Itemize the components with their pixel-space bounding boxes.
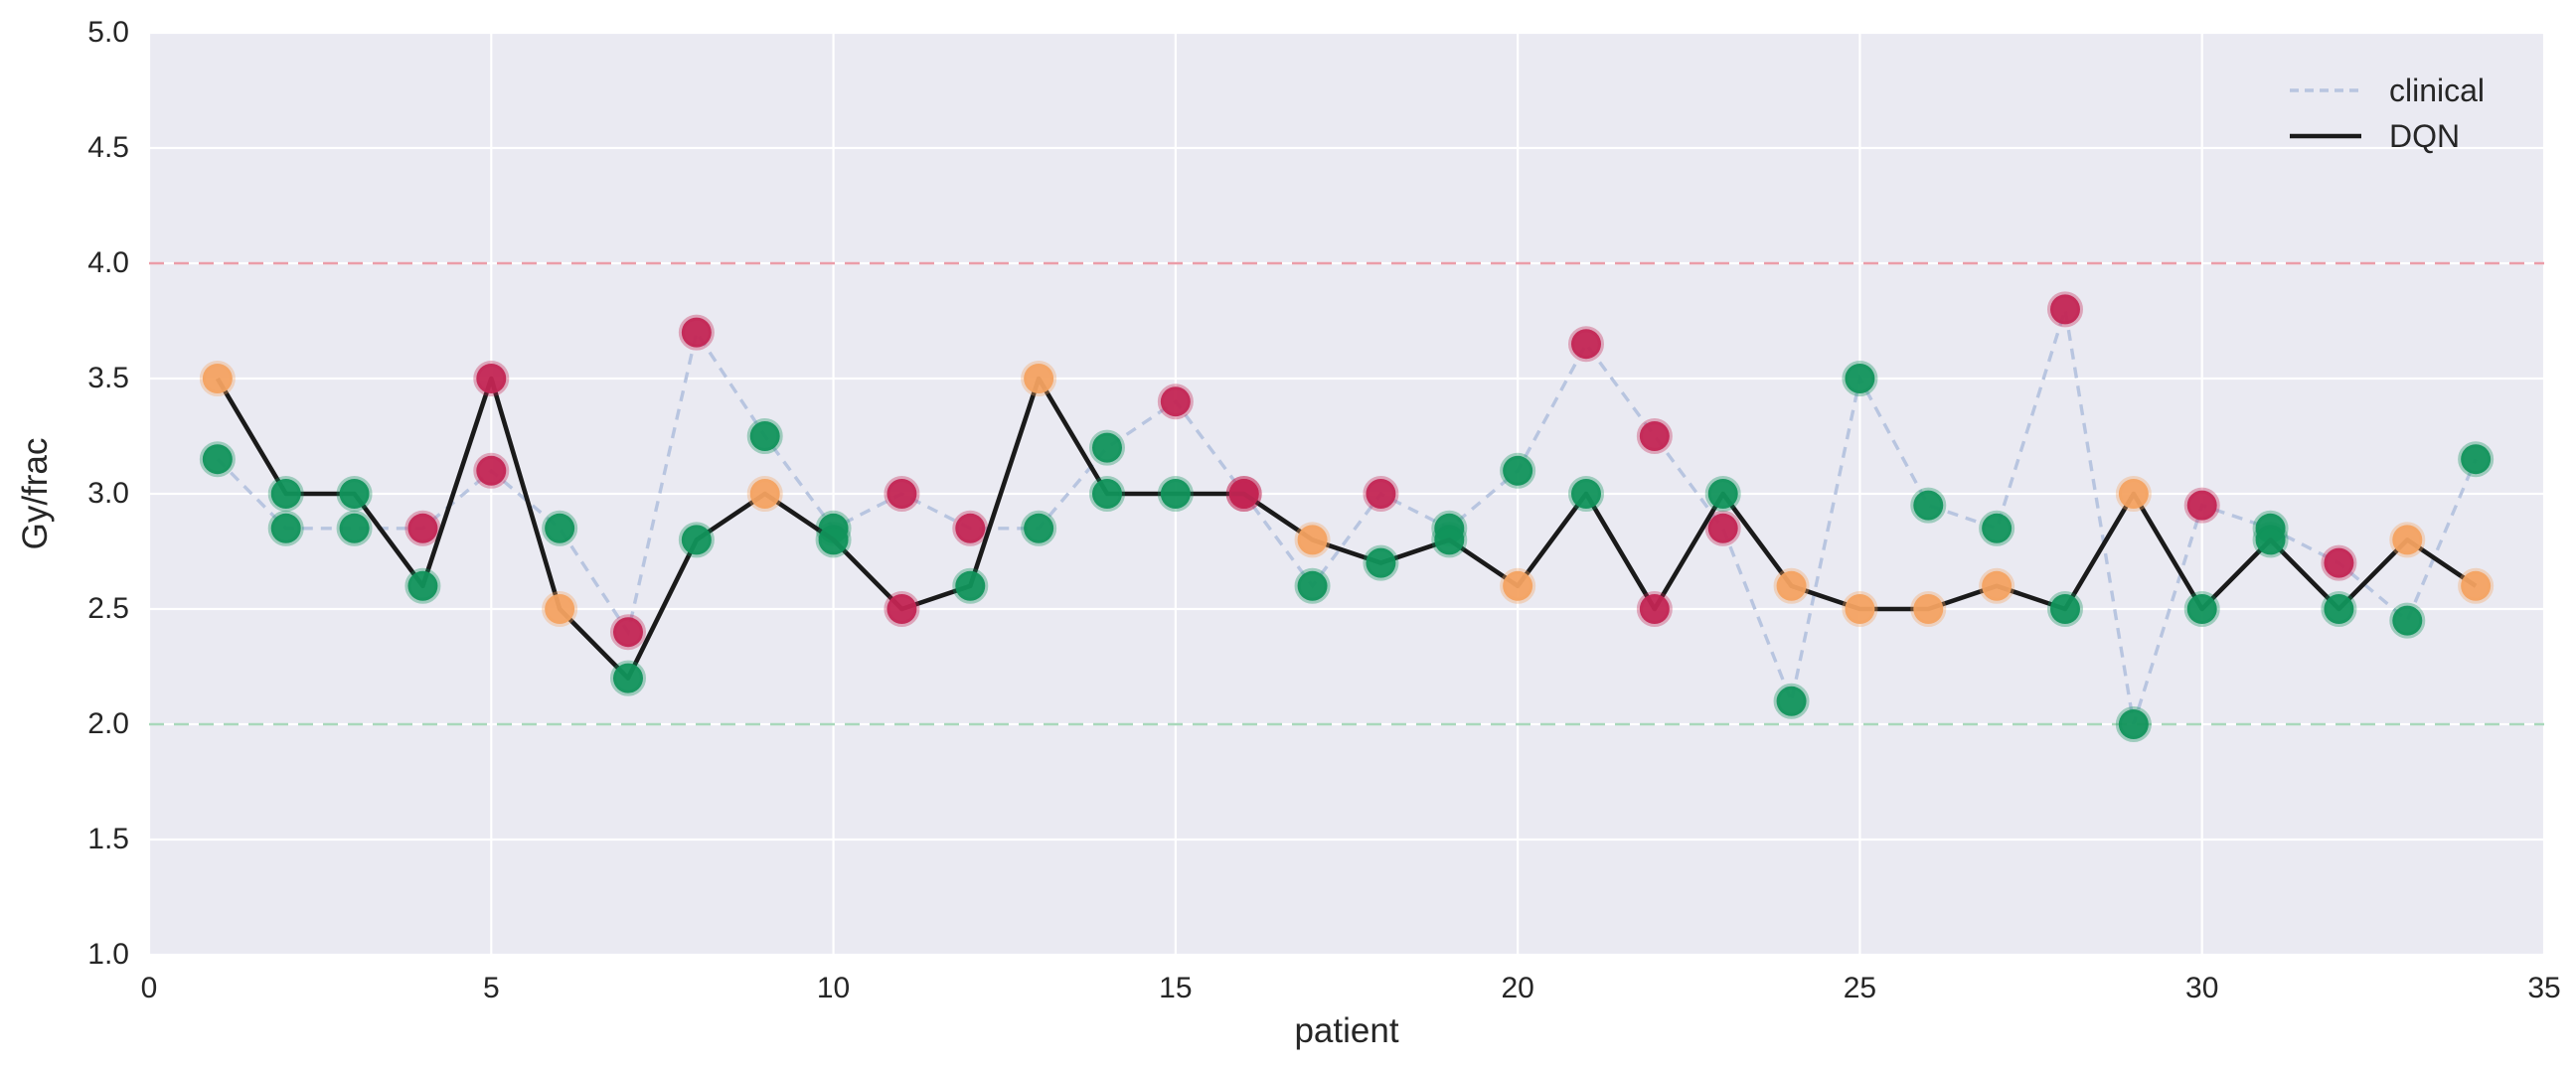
- clinical-line-sample: [2289, 88, 2361, 92]
- clinical-series-line: [216, 308, 2478, 725]
- dqn-data-point: [2389, 522, 2426, 558]
- dqn-data-point: [678, 522, 715, 558]
- dqn-data-point: [884, 591, 920, 627]
- clinical-data-point: [1363, 476, 1399, 512]
- clinical-data-point: [1704, 510, 1741, 546]
- dqn-data-point: [404, 567, 441, 604]
- legend-label-dqn: DQN: [2388, 118, 2461, 154]
- clinical-data-point: [1979, 510, 2015, 546]
- y-tick-label: 2.5: [87, 592, 129, 625]
- y-tick-label: 4.5: [87, 131, 129, 164]
- y-tick-label: 1.0: [87, 938, 129, 971]
- dqn-data-point: [2321, 591, 2357, 627]
- dqn-data-point: [1021, 361, 1057, 396]
- clinical-data-point: [1157, 383, 1194, 420]
- y-tick-label: 1.5: [87, 823, 129, 855]
- dqn-data-point: [1979, 567, 2015, 604]
- clinical-data-point: [884, 476, 920, 512]
- clinical-data-point: [2458, 441, 2495, 478]
- clinical-data-point: [2389, 602, 2426, 639]
- legend-item-dqn: DQN: [2288, 120, 2460, 152]
- clinical-data-point: [1089, 429, 1125, 466]
- legend-item-clinical: clinical: [2288, 75, 2485, 106]
- x-tick-label: 15: [1159, 972, 1193, 1004]
- dqn-data-point: [2047, 591, 2083, 627]
- dqn-data-point: [2183, 591, 2220, 627]
- x-tick-label: 25: [1843, 972, 1877, 1004]
- y-tick-label: 2.0: [87, 707, 129, 740]
- x-tick-label: 0: [140, 972, 158, 1004]
- dqn-data-point: [542, 591, 578, 627]
- dqn-data-point: [1363, 544, 1399, 581]
- x-tick-label: 35: [2527, 972, 2561, 1004]
- dqn-data-point: [1842, 591, 1878, 627]
- clinical-data-point: [610, 614, 646, 651]
- clinical-data-point: [473, 452, 510, 489]
- dqn-data-point: [336, 476, 373, 512]
- clinical-data-point: [404, 510, 441, 546]
- dqn-data-point: [1704, 476, 1741, 512]
- clinical-data-point: [1910, 487, 1947, 524]
- y-tick-label: 3.5: [87, 362, 129, 394]
- dqn-data-point: [1910, 591, 1947, 627]
- plot-area: clinical DQN: [149, 33, 2544, 955]
- clinical-data-point: [1773, 683, 1810, 719]
- dqn-data-point: [1294, 522, 1331, 558]
- dqn-data-point: [746, 476, 783, 512]
- clinical-data-point: [1636, 418, 1673, 454]
- y-tick-label: 3.0: [87, 477, 129, 510]
- y-tick-label: 4.0: [87, 246, 129, 279]
- clinical-data-point: [678, 314, 715, 351]
- dqn-data-point: [610, 660, 646, 696]
- clinical-data-point: [746, 418, 783, 454]
- clinical-data-point: [2115, 706, 2152, 742]
- clinical-data-point: [1842, 361, 1878, 396]
- x-tick-label: 10: [816, 972, 851, 1004]
- dqn-data-point: [2458, 567, 2495, 604]
- dqn-data-point: [199, 361, 236, 396]
- dqn-data-point: [1431, 522, 1468, 558]
- y-tick-label: 5.0: [87, 16, 129, 49]
- clinical-data-point: [952, 510, 989, 546]
- clinical-data-point: [1294, 567, 1331, 604]
- dqn-data-point: [267, 476, 304, 512]
- legend-label-clinical: clinical: [2388, 73, 2485, 108]
- clinical-data-point: [1021, 510, 1057, 546]
- chart-plot: [149, 33, 2544, 955]
- dqn-data-point: [1157, 476, 1194, 512]
- clinical-data-point: [199, 441, 236, 478]
- dqn-line-sample: [2289, 133, 2361, 139]
- dqn-data-point: [1773, 567, 1810, 604]
- dqn-data-point: [1500, 567, 1536, 604]
- clinical-data-point: [267, 510, 304, 546]
- dqn-data-point: [1225, 476, 1262, 512]
- dqn-data-point: [1636, 591, 1673, 627]
- dqn-data-point: [952, 567, 989, 604]
- x-axis-label: patient: [1294, 1011, 1399, 1050]
- dqn-data-point: [2115, 476, 2152, 512]
- dqn-data-point: [473, 361, 510, 396]
- dqn-data-point: [1568, 476, 1604, 512]
- clinical-data-point: [336, 510, 373, 546]
- clinical-data-point: [2321, 544, 2357, 581]
- x-tick-label: 5: [482, 972, 500, 1004]
- x-tick-label: 20: [1501, 972, 1534, 1004]
- clinical-data-point: [1500, 452, 1536, 489]
- dqn-data-point: [815, 522, 852, 558]
- clinical-data-point: [2047, 291, 2083, 328]
- clinical-data-point: [542, 510, 578, 546]
- dqn-data-point: [1089, 476, 1125, 512]
- legend: clinical DQN: [2288, 75, 2485, 152]
- x-tick-label: 30: [2185, 972, 2219, 1004]
- clinical-data-point: [2183, 487, 2220, 524]
- dqn-series-line: [215, 376, 2478, 681]
- clinical-data-point: [1568, 326, 1604, 363]
- dqn-data-point: [2252, 522, 2289, 558]
